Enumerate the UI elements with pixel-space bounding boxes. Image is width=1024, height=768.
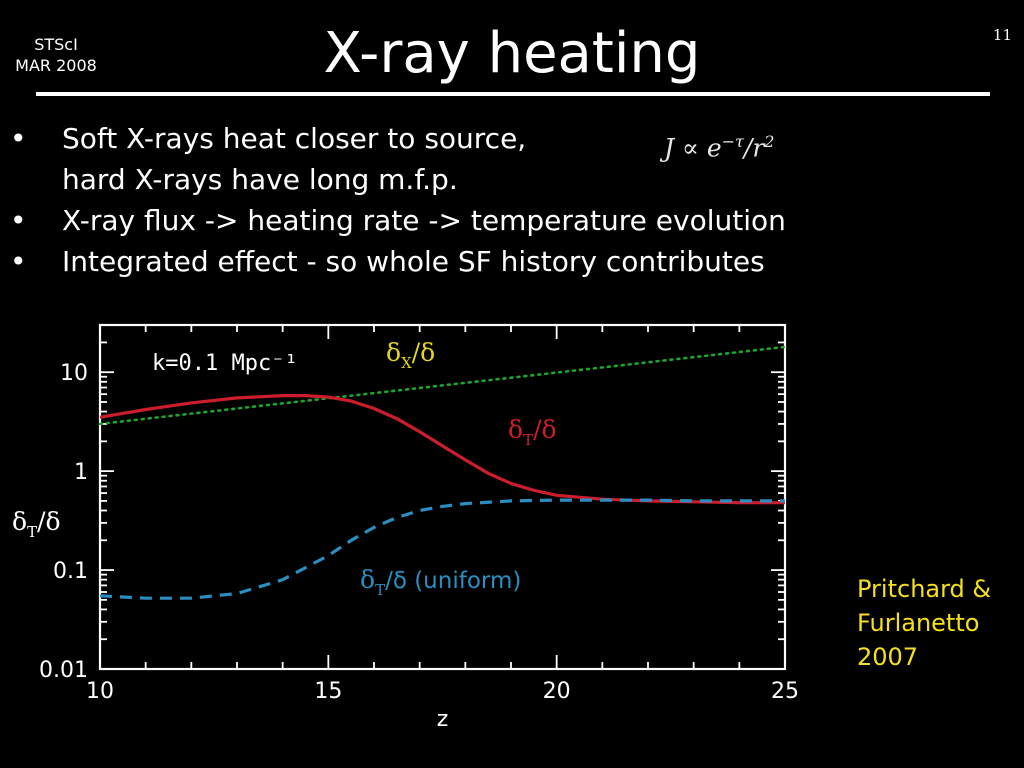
series-label-tail: /δ <box>412 338 435 367</box>
chart-background <box>10 298 820 734</box>
bullet-dot: • <box>10 122 27 155</box>
bullet-item: • X-ray flux -> heating rate -> temperat… <box>10 200 786 241</box>
formula-lhs: J ∝ e <box>664 133 722 163</box>
y-tick-label: 1 <box>74 460 88 485</box>
y-axis-label-tail: /δ <box>37 507 60 536</box>
bullet-item: • Soft X-rays heat closer to source, har… <box>10 118 786 200</box>
bullet-text: Integrated effect - so whole SF history … <box>62 245 765 278</box>
y-axis-label-main: δ <box>12 507 27 536</box>
series-label-tail: /δ <box>533 415 556 444</box>
x-ray-flux-curve <box>98 345 787 426</box>
bullet-item: • Integrated effect - so whole SF histor… <box>10 241 786 282</box>
series-label-sub: X <box>401 354 412 372</box>
title-divider <box>36 92 990 96</box>
series-label: δT/δ (uniform) <box>360 565 521 599</box>
citation-line-1: Pritchard & <box>857 575 992 603</box>
y-tick-label: 10 <box>60 361 88 386</box>
citation-line-3: 2007 <box>857 643 919 671</box>
bullet-dot: • <box>10 245 27 278</box>
citation: Pritchard & Furlanetto 2007 <box>857 572 991 674</box>
citation-line-2: Furlanetto <box>857 609 980 637</box>
venue-label: STScI MAR 2008 <box>8 34 104 76</box>
y-axis-label: δT/δ <box>12 507 61 541</box>
bullet-text-continued: hard X-rays have long m.f.p. <box>62 163 458 196</box>
series-label-sub: T <box>523 431 533 449</box>
x-tick-label: 10 <box>86 679 114 704</box>
series-label-main: δ <box>360 565 375 594</box>
page-number: 11 <box>992 26 1012 44</box>
series-label-sub: T <box>375 581 385 599</box>
series-label-tail: /δ (uniform) <box>385 568 521 594</box>
venue-line-1: STScI <box>34 35 78 54</box>
plot-frame <box>98 323 787 671</box>
series-label: δT/δ <box>508 415 557 449</box>
bullet-text: X-ray flux -> heating rate -> temperatur… <box>62 204 786 237</box>
formula-rest: /r <box>743 133 765 163</box>
x-tick-label: 25 <box>771 679 799 704</box>
y-tick-label: 0.01 <box>39 658 88 683</box>
venue-line-2: MAR 2008 <box>15 56 97 75</box>
uniform-heating-curve <box>99 498 785 600</box>
flux-formula: J ∝ e−τ/r2 <box>664 132 774 162</box>
slide-title: X-ray heating <box>323 21 701 86</box>
bullet-text: Soft X-rays heat closer to source, <box>62 122 527 155</box>
bullet-dot: • <box>10 204 27 237</box>
y-tick-label: 0.1 <box>53 559 88 584</box>
formula-power: 2 <box>764 132 775 151</box>
x-tick-label: 20 <box>543 679 571 704</box>
chart-container: 10 15 20 25 0.01 0.1 1 10 z δT/δ k=0.1 Mpc⁻¹ δX/δ δT… <box>10 298 820 734</box>
formula-exponent: −τ <box>721 132 744 151</box>
series-label-main: δ <box>386 338 401 367</box>
y-axis-label-sub: T <box>27 523 37 541</box>
bullet-list: • Soft X-rays heat closer to source, har… <box>10 118 786 282</box>
series-label-main: δ <box>508 415 523 444</box>
wavenumber-annotation: k=0.1 Mpc⁻¹ <box>152 351 298 376</box>
x-tick-label: 15 <box>314 679 342 704</box>
x-axis-label: z <box>437 707 449 732</box>
series-label: δX/δ <box>386 338 435 372</box>
